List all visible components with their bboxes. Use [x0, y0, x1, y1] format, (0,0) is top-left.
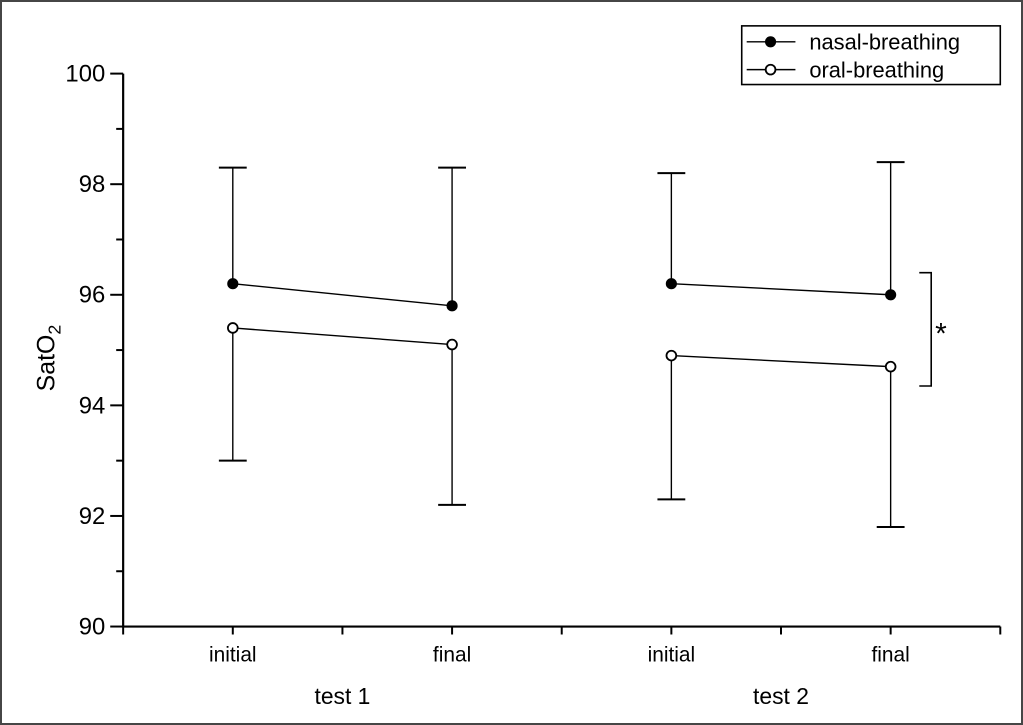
data-point-marker-oral-breathing	[446, 338, 458, 351]
x-tick-label: final	[433, 643, 471, 666]
legend-entry: nasal-breathing	[746, 30, 960, 55]
x-tick-label: final	[871, 643, 909, 666]
series-oral-breathing	[218, 322, 905, 529]
series-line	[671, 354, 891, 368]
x-group-label: test 2	[753, 683, 809, 709]
data-point-marker-nasal-breathing	[665, 278, 677, 290]
data-point-marker-oral-breathing	[227, 322, 239, 334]
annotation-significance-bracket: *	[919, 271, 947, 387]
filled-circle-icon	[764, 36, 777, 48]
series-line	[232, 327, 453, 346]
x-group-label: test 1	[314, 683, 370, 709]
y-tick-label: 90	[79, 613, 106, 640]
y-tick-label: 98	[79, 171, 106, 198]
data-point-marker-nasal-breathing	[446, 300, 458, 312]
legend-box	[740, 25, 1002, 86]
x-tick-label: initial	[648, 643, 696, 666]
significance-bracket	[919, 271, 933, 387]
y-axis-title: SatO2	[33, 325, 65, 392]
legend: nasal-breathing oral-breathing	[740, 25, 1002, 86]
legend-label: oral-breathing	[809, 58, 944, 83]
x-tick-label: initial	[209, 643, 257, 666]
data-point-marker-nasal-breathing	[885, 289, 897, 301]
legend-label: nasal-breathing	[809, 30, 960, 55]
series-line	[671, 283, 891, 296]
data-point-marker-oral-breathing	[884, 360, 897, 373]
y-tick-label: 92	[79, 503, 106, 530]
data-point-marker-oral-breathing	[665, 349, 678, 362]
y-tick-label: 96	[79, 282, 106, 309]
y-tick-label: 94	[79, 392, 106, 419]
open-circle-icon	[764, 63, 777, 76]
significance-asterisk: *	[935, 317, 947, 350]
legend-entry: oral-breathing	[746, 58, 944, 83]
series-nasal-breathing	[218, 161, 905, 312]
data-point-marker-nasal-breathing	[227, 278, 239, 290]
y-tick-label: 100	[65, 61, 105, 88]
series-line	[232, 283, 453, 307]
